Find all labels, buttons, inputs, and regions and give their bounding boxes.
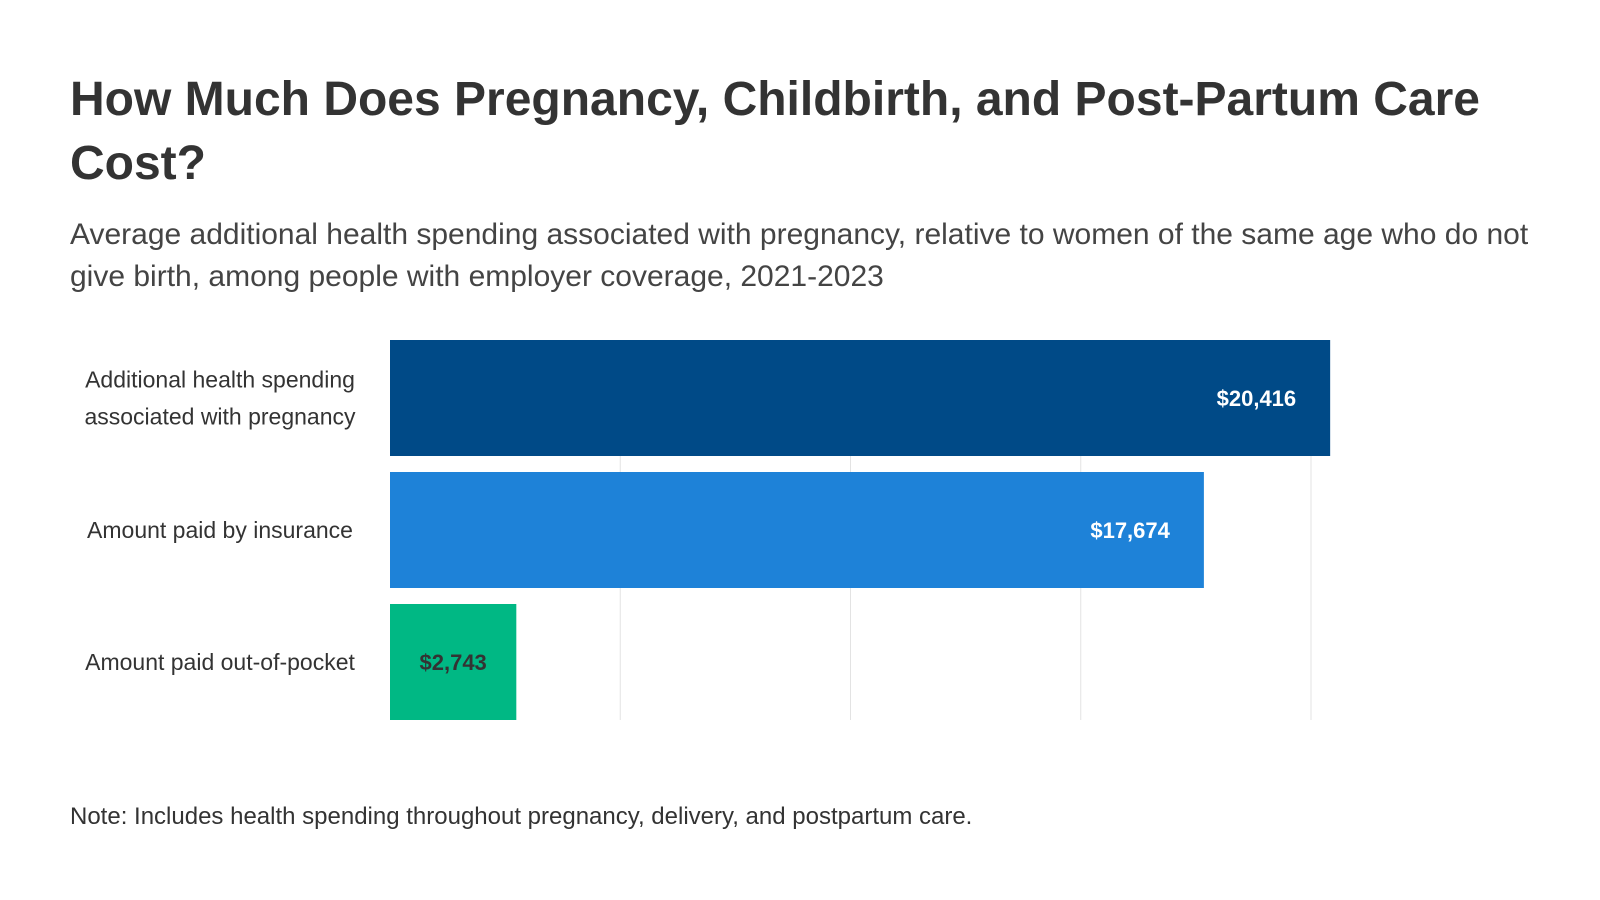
bar bbox=[390, 604, 517, 720]
category-labels: Additional health spending associated wit… bbox=[84, 367, 356, 676]
category-label: Amount paid out-of-pocket bbox=[85, 649, 355, 675]
category-label: Additional health spending associated wit… bbox=[84, 367, 356, 430]
bar bbox=[390, 340, 1331, 456]
data-label: $20,416 bbox=[1217, 386, 1297, 411]
bars: $20,416 $17,674 $2,743 bbox=[390, 340, 1331, 720]
data-label: $2,743 bbox=[420, 650, 487, 675]
category-label: Amount paid by insurance bbox=[87, 517, 353, 543]
chart-subtitle: Average additional health spending assoc… bbox=[70, 218, 1529, 293]
data-label: $17,674 bbox=[1090, 518, 1170, 543]
chart-note: Note: Includes health spending throughou… bbox=[70, 803, 973, 830]
bar bbox=[390, 472, 1204, 588]
bar-chart: $20,416 $17,674 $2,743 Additional health s… bbox=[84, 340, 1331, 720]
chart-title: How Much Does Pregnancy, Childbirth, and… bbox=[70, 73, 1480, 190]
